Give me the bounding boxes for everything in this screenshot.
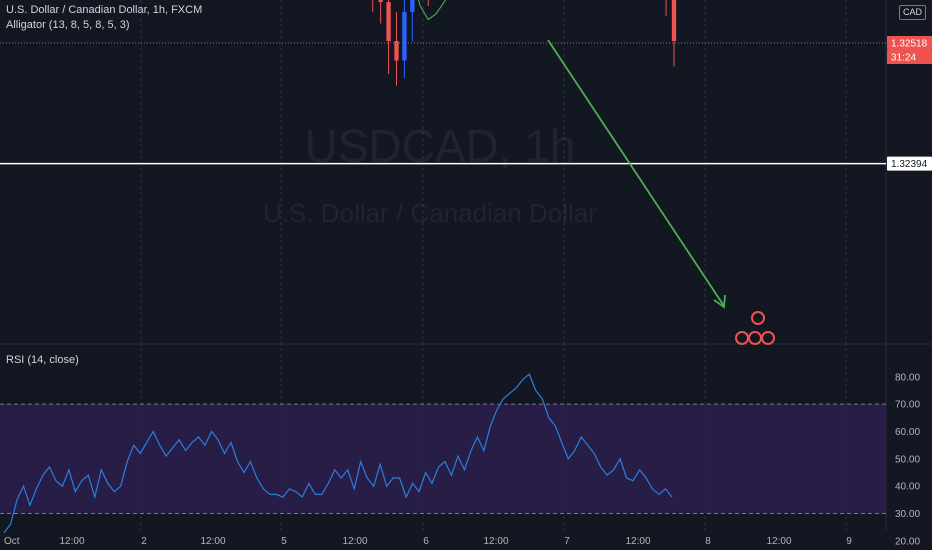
rsi-band-fill	[0, 404, 886, 514]
rsi-tick-label: 30.00	[895, 509, 920, 520]
rsi-tick-label: 60.00	[895, 427, 920, 438]
downtrend-arrow-shaft	[547, 39, 725, 307]
level-label-lower-bg	[887, 156, 932, 171]
time-tick-label: 12:00	[483, 536, 508, 547]
time-tick-label: 9	[846, 536, 852, 547]
time-tick-label: 12:00	[342, 536, 367, 547]
event-marker-icon	[751, 311, 765, 325]
time-tick-label: 12:00	[59, 536, 84, 547]
watermark-name: U.S. Dollar / Canadian Dollar	[263, 198, 597, 228]
rsi-tick-label: 20.00	[895, 536, 920, 547]
rsi-legend[interactable]: RSI (14, close)	[6, 354, 79, 366]
time-tick-label: Oct	[4, 536, 20, 547]
countdown-label-bg	[887, 49, 932, 64]
candle-body	[402, 11, 407, 61]
time-tick-label: 12:00	[766, 536, 791, 547]
candle-body	[378, 0, 383, 3]
time-tick-label: 7	[564, 536, 570, 547]
time-tick-label: 2	[141, 536, 147, 547]
candle-body	[386, 2, 391, 42]
countdown-label: 31:24	[891, 52, 916, 63]
time-tick-label: 8	[705, 536, 711, 547]
time-tick-label: 5	[281, 536, 287, 547]
event-marker-icon	[761, 331, 775, 345]
time-tick-label: 12:00	[200, 536, 225, 547]
rsi-tick-label: 40.00	[895, 482, 920, 493]
symbol-title: U.S. Dollar / Canadian Dollar, 1h, FXCM	[6, 4, 203, 16]
event-marker-icon	[748, 331, 762, 345]
last-price-label-bg	[887, 35, 932, 50]
level-label-lower: 1.32394	[891, 159, 928, 170]
currency-badge[interactable]: CAD	[899, 5, 927, 20]
candle-body	[410, 0, 415, 12]
time-tick-label: 12:00	[625, 536, 650, 547]
rsi-tick-label: 80.00	[895, 372, 920, 383]
event-marker-icon	[735, 331, 749, 345]
candle-body	[394, 41, 399, 61]
time-tick-label: 6	[423, 536, 429, 547]
downtrend-arrow-head	[713, 294, 726, 309]
rsi-tick-label: 50.00	[895, 454, 920, 465]
rsi-line	[3, 373, 673, 533]
last-price-label: 1.32518	[891, 38, 928, 49]
rsi-tick-label: 70.00	[895, 400, 920, 411]
alligator-legend[interactable]: Alligator (13, 8, 5, 8, 5, 3)	[6, 19, 130, 31]
candle-body	[671, 0, 677, 42]
